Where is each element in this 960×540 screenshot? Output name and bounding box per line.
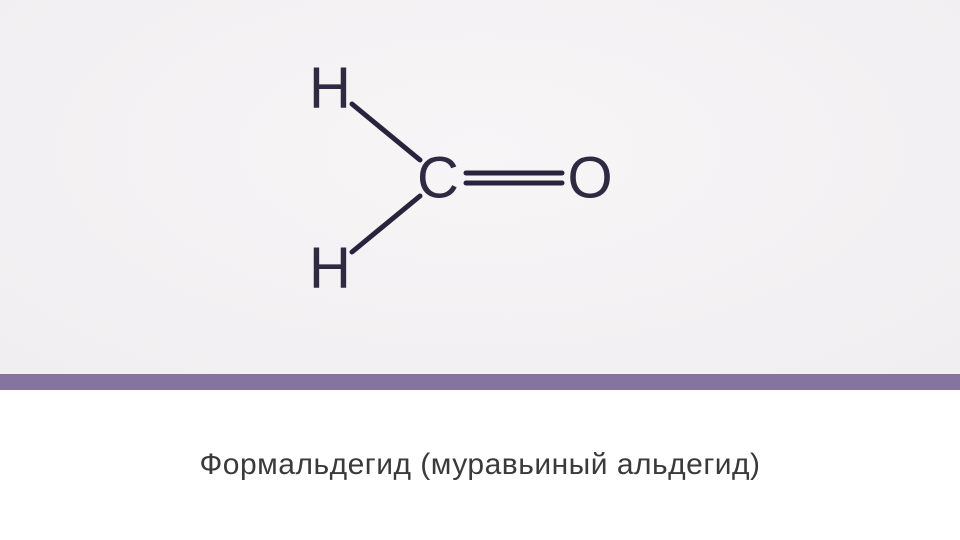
atom-label-h1: H	[309, 56, 351, 121]
divider-bar	[0, 374, 960, 390]
molecule-svg: C H H O	[0, 0, 960, 374]
atom-label-c: C	[417, 146, 459, 211]
diagram-area: C H H O	[0, 0, 960, 374]
caption-area: Формальдегид (муравьиный альдегид)	[0, 390, 960, 540]
atom-label-o: O	[567, 146, 612, 211]
molecule-caption: Формальдегид (муравьиный альдегид)	[199, 448, 760, 482]
atom-label-h2: H	[309, 236, 351, 301]
bond-line	[352, 104, 420, 160]
bond-line	[352, 196, 420, 252]
